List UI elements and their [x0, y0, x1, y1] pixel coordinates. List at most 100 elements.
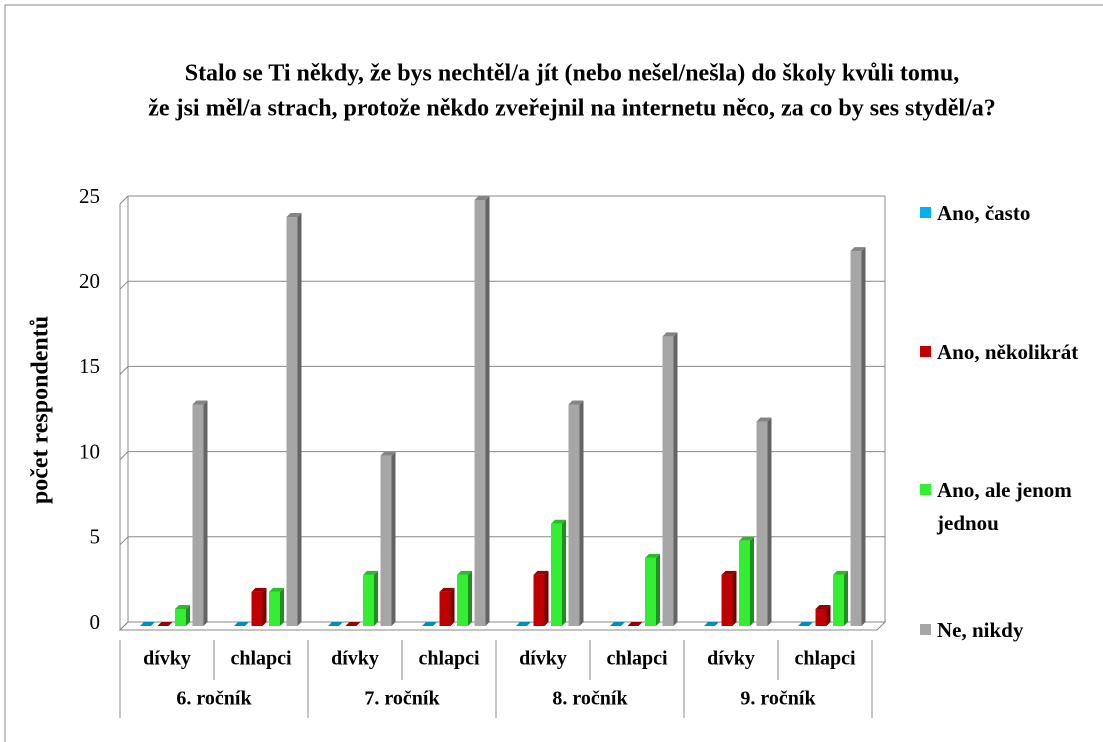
bar [192, 404, 204, 626]
bar [756, 421, 768, 626]
bar-top [457, 570, 472, 575]
bar-top [269, 587, 284, 592]
y-tick-label: 5 [90, 525, 101, 549]
legend-swatch [920, 624, 931, 635]
chart-title: Stalo se Ti někdy, že bys nechtěl/a jít … [185, 61, 960, 87]
y-tick-label: 10 [79, 439, 100, 463]
bar-side [732, 570, 737, 626]
bar-side [844, 570, 848, 626]
legend-label: Ano, často [937, 201, 1031, 225]
chart-title: že jsi měl/a strach, protože někdo zveře… [148, 96, 995, 122]
bar-side [673, 332, 678, 626]
bar [662, 336, 674, 626]
grid-line [119, 280, 129, 290]
bar [380, 455, 392, 626]
grid-line [119, 451, 129, 460]
bar-side [544, 570, 549, 626]
bar-top [645, 553, 660, 558]
y-tick-label: 15 [79, 354, 100, 378]
bar-top [422, 622, 437, 626]
bar-top [192, 400, 208, 405]
grid-line [119, 195, 129, 205]
bar-top [345, 622, 361, 626]
x-tick-label: chlapci [606, 648, 668, 670]
bar-top [798, 622, 813, 626]
bar-top [474, 196, 490, 200]
bar-side [656, 553, 660, 626]
group-label: 8. ročník [552, 688, 628, 710]
bar [363, 574, 374, 626]
bar-top [568, 400, 584, 405]
bar [551, 523, 562, 626]
legend-label: Ne, nikdy [937, 618, 1024, 642]
group-label: 7. ročník [364, 688, 440, 710]
bar-top [234, 622, 249, 626]
bar-top [756, 417, 772, 422]
frame [4, 4, 1103, 742]
bar-top [328, 622, 343, 626]
bar [175, 608, 186, 626]
bar-side [262, 587, 267, 626]
bar-top [739, 536, 754, 541]
bar-top [610, 622, 625, 626]
bar-side [297, 213, 302, 627]
bar-side [468, 570, 472, 626]
legend-item: Ano, ale jenom jednou [920, 474, 1103, 540]
bar-side [826, 604, 831, 626]
x-tick-label: dívky [519, 648, 567, 670]
x-tick-label: dívky [707, 648, 755, 670]
bar-side [374, 570, 378, 626]
y-tick-label: 0 [90, 610, 101, 634]
legend-label: Ano, několikrát [937, 340, 1079, 364]
bar-top [833, 570, 848, 575]
bar-side [391, 451, 396, 626]
bar [645, 557, 656, 626]
bar-top [251, 587, 267, 592]
bar-top [439, 587, 455, 592]
bar [474, 200, 486, 626]
bar-side [750, 536, 754, 626]
bar-side [450, 587, 455, 626]
bar [251, 591, 263, 626]
bar-top [551, 519, 566, 524]
bar [568, 404, 580, 626]
group-label: 9. ročník [740, 688, 816, 710]
bar-top [815, 604, 831, 609]
legend-swatch [920, 484, 931, 495]
bar-top [721, 570, 737, 575]
legend-swatch [920, 346, 931, 357]
bar-top [380, 451, 396, 456]
x-tick-label: chlapci [794, 648, 856, 670]
bar [833, 574, 844, 626]
bar [721, 574, 733, 626]
bar [457, 574, 468, 626]
legend-item: Ano, několikrát [920, 336, 1103, 369]
bar-top [286, 213, 302, 218]
grid-line [119, 536, 129, 546]
bar-side [579, 400, 584, 626]
bar [286, 217, 298, 627]
y-axis-label: počet respondentů [28, 316, 54, 504]
x-tick-label: chlapci [418, 648, 480, 670]
bar-top [704, 622, 719, 626]
bar [850, 251, 862, 626]
bar-side [203, 400, 208, 626]
legend-label: Ano, ale jenom jednou [937, 478, 1072, 535]
legend-item: Ano, často [920, 197, 1103, 230]
bar-top [363, 570, 378, 575]
bar-top [662, 332, 678, 337]
y-tick-label: 25 [79, 184, 100, 208]
x-tick-label: dívky [331, 648, 379, 670]
bar-top [157, 622, 173, 626]
bar-top [850, 247, 866, 252]
bar [269, 591, 280, 626]
legend-swatch [920, 207, 931, 218]
bar-top [516, 622, 531, 626]
bar [739, 540, 750, 626]
bar-side [186, 604, 190, 626]
group-label: 6. ročník [176, 688, 252, 710]
bar-top [533, 570, 549, 575]
x-tick-label: chlapci [230, 648, 292, 670]
bar-side [861, 247, 866, 626]
